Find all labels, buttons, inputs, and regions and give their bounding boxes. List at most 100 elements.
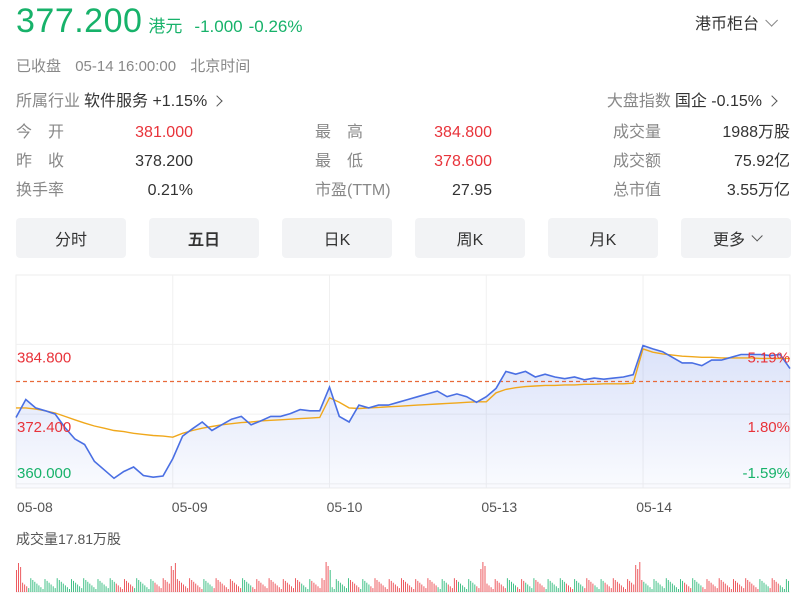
volume-bar [777, 583, 779, 592]
volume-bar [350, 580, 351, 592]
index-label: 大盘指数 [606, 93, 671, 110]
volume-bar [506, 578, 508, 592]
volume-bar [244, 580, 246, 592]
volume-bar [403, 580, 404, 592]
series-price-line [15, 344, 791, 480]
volume-bar [535, 580, 537, 592]
stat-low-label: 最 低 [315, 153, 364, 170]
volume-bar [134, 588, 136, 592]
volume-bar [645, 583, 647, 592]
tab-weekly-k[interactable]: 周K [415, 218, 525, 258]
stat-amount-label: 成交额 [613, 153, 662, 170]
counter-selector[interactable]: 港币柜台 [695, 10, 778, 34]
volume-bar [513, 583, 514, 592]
volume-bar [631, 582, 633, 592]
volume-bar [307, 589, 309, 592]
volume-bar [411, 587, 413, 592]
tab-daily-k[interactable]: 日K [282, 218, 392, 258]
stat-low-value: 378.600 [434, 153, 492, 170]
volume-bar [313, 582, 315, 592]
volume-bar [50, 584, 52, 592]
volume-bar [765, 584, 767, 592]
volume-bar [335, 579, 337, 592]
volume-bar [152, 580, 154, 592]
volume-bar [101, 582, 103, 592]
volume-bar [223, 585, 225, 592]
volume-bar [185, 586, 187, 592]
volume-bar [472, 582, 474, 592]
volume-bar [197, 585, 199, 592]
tab-label: 分时 [54, 232, 87, 249]
volume-bar [769, 588, 771, 592]
volume-bar [266, 588, 268, 592]
volume-bar [623, 587, 624, 592]
volume-bar [531, 588, 533, 592]
volume-bar [627, 579, 629, 592]
volume-bar [555, 586, 557, 592]
volume-bar [757, 589, 759, 592]
volume-bar [339, 582, 341, 592]
volume-bar [178, 580, 180, 592]
volume-bar [574, 579, 576, 592]
tab-five-day[interactable]: 五日 [149, 218, 259, 258]
x-tick-label: 05-14 [636, 499, 672, 515]
chevron-down-icon [765, 13, 778, 27]
volume-bar [337, 580, 339, 592]
tab-label: 五日 [187, 232, 220, 249]
volume-bar [181, 582, 182, 592]
volume-bar [771, 578, 773, 592]
volume-bar [331, 587, 333, 592]
volume-bar [614, 580, 616, 592]
plot-frame [15, 274, 791, 489]
volume-bar [341, 584, 343, 592]
price-change-pct: -0.26% [248, 17, 303, 36]
volume-bar [64, 585, 66, 592]
volume-bar [663, 588, 665, 592]
volume-bar [79, 586, 81, 592]
volume-bar [785, 579, 787, 592]
volume-bar [276, 585, 278, 592]
volume-bar [140, 581, 142, 592]
volume-bar [18, 563, 19, 592]
volume-bar [529, 586, 531, 592]
volume-bar [488, 585, 490, 592]
volume-bar [553, 584, 555, 592]
tab-intraday[interactable]: 分时 [16, 218, 126, 258]
volume-bar [759, 579, 761, 592]
volume-bar [580, 584, 582, 592]
volume-bar [761, 580, 763, 592]
volume-bar [346, 588, 347, 592]
volume-bar [596, 587, 598, 592]
stat-open-value: 381.000 [135, 124, 193, 141]
pct-tick-label: -1.59% [742, 465, 790, 482]
industry-link[interactable]: 所属行业 软件服务 +1.15% [16, 87, 223, 111]
volume-bar [722, 581, 724, 592]
volume-bar [421, 584, 423, 592]
volume-bar [745, 578, 747, 592]
tab-more[interactable]: 更多 [681, 218, 791, 258]
volume-bar [445, 582, 447, 592]
volume-bar [753, 585, 755, 592]
volume-bar [413, 589, 415, 592]
stat-high-value: 384.800 [434, 124, 492, 141]
volume-bar [735, 580, 736, 592]
volume-bar [633, 584, 635, 592]
volume-bar [508, 580, 510, 592]
tab-monthly-k[interactable]: 月K [548, 218, 658, 258]
volume-bar [470, 580, 472, 592]
volume-bar [366, 582, 368, 592]
volume-bar [698, 583, 700, 592]
volume-bar [680, 579, 681, 592]
x-tick-label: 05-09 [172, 499, 208, 515]
index-link[interactable]: 大盘指数 国企 -0.15% [606, 87, 778, 111]
volume-bar [543, 587, 545, 592]
volume-bar [26, 586, 28, 592]
volume-bar [111, 580, 113, 592]
volume-bar [517, 587, 519, 592]
volume-bar [541, 585, 543, 592]
volume-bar [694, 580, 696, 592]
volume-bar [66, 587, 68, 592]
volume-bar [598, 589, 600, 592]
chevron-down-icon [751, 230, 763, 242]
quote-header: 377.200 港元 -1.000 -0.26% [16, 2, 302, 41]
